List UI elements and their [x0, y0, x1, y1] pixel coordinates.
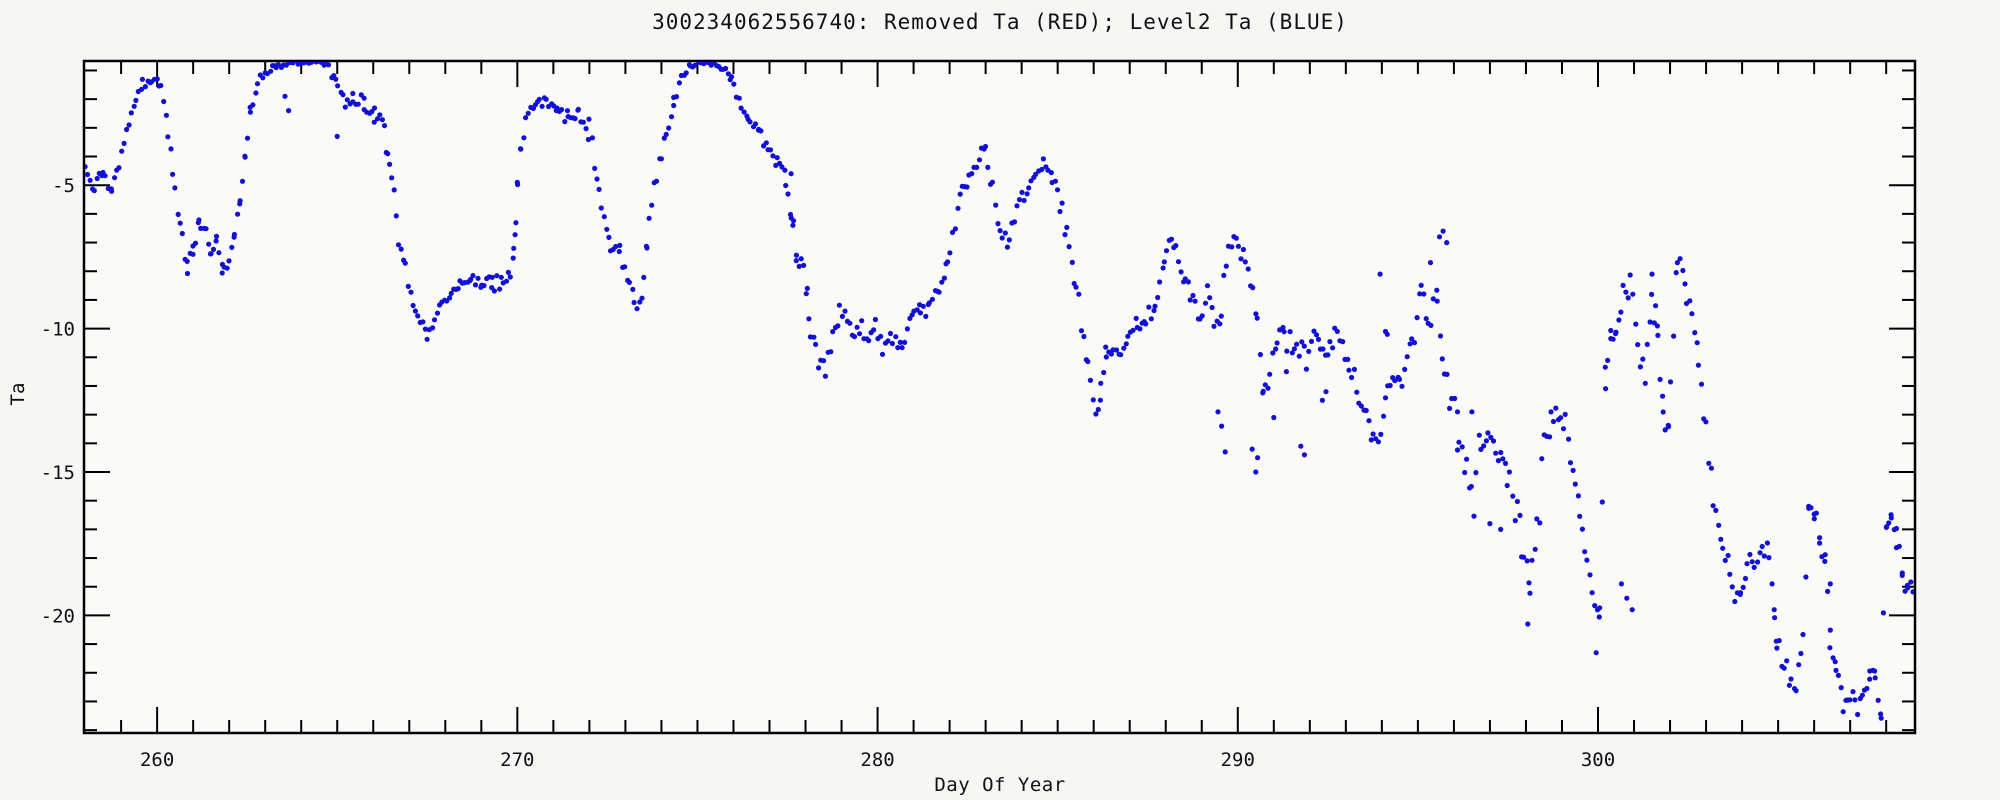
- x-tick-label: 280: [860, 749, 894, 771]
- y-tick-label: -10: [41, 319, 75, 341]
- x-tick-label: 270: [500, 749, 534, 771]
- axes: [84, 61, 1915, 733]
- x-tick-label: 300: [1581, 749, 1615, 771]
- y-tick-label: -5: [52, 175, 75, 197]
- tick-labels: 260 270 280 290 300 -5 -10 -15 -20: [41, 175, 1615, 771]
- y-tick-label: -15: [41, 462, 75, 484]
- x-axis-label: Day Of Year: [934, 774, 1066, 796]
- x-tick-label: 260: [140, 749, 174, 771]
- data-points-level2: [85, 62, 1914, 721]
- chart-title: 300234062556740: Removed Ta (RED); Level…: [652, 10, 1348, 34]
- y-tick-label: -20: [41, 605, 75, 627]
- x-tick-label: 290: [1221, 749, 1255, 771]
